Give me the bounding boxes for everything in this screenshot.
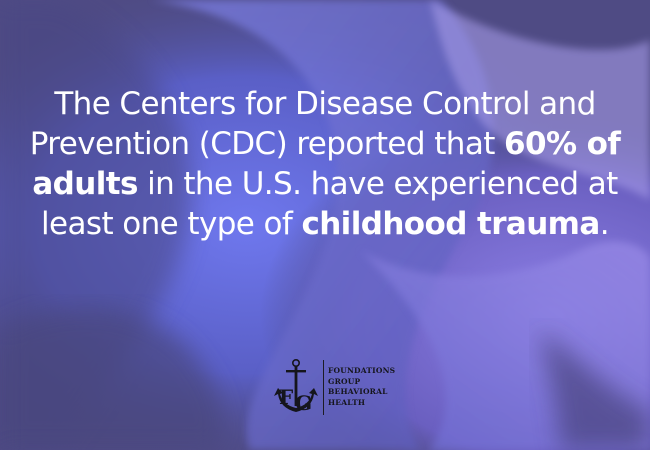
headline-statistic: The Centers for Disease Control and Prev… xyxy=(25,84,625,244)
headline-bold-topic: childhood trauma xyxy=(301,206,600,242)
headline-text-part-2: in the U.S. have experienced at least on… xyxy=(41,166,618,242)
svg-text:F: F xyxy=(279,385,293,409)
logo-line-2: GROUP xyxy=(328,376,361,386)
headline-bold-statistic: 60% of adults xyxy=(32,126,621,202)
logo-line-3: BEHAVIORAL xyxy=(328,387,388,396)
headline-text-part-3: . xyxy=(599,206,610,242)
svg-text:G: G xyxy=(295,391,312,415)
logo-line-1: FOUNDATIONS xyxy=(328,366,396,375)
brand-logo: F G FOUNDATIONS GROUP BEHAVIORAL HEALTH xyxy=(274,358,404,418)
anchor-icon: F G xyxy=(274,358,318,415)
logo-divider xyxy=(323,360,324,415)
logo-line-4: HEALTH xyxy=(328,397,366,407)
logo-wordmark: FOUNDATIONS GROUP BEHAVIORAL HEALTH xyxy=(328,366,404,408)
headline-text-part-1: The Centers for Disease Control and Prev… xyxy=(29,86,597,162)
